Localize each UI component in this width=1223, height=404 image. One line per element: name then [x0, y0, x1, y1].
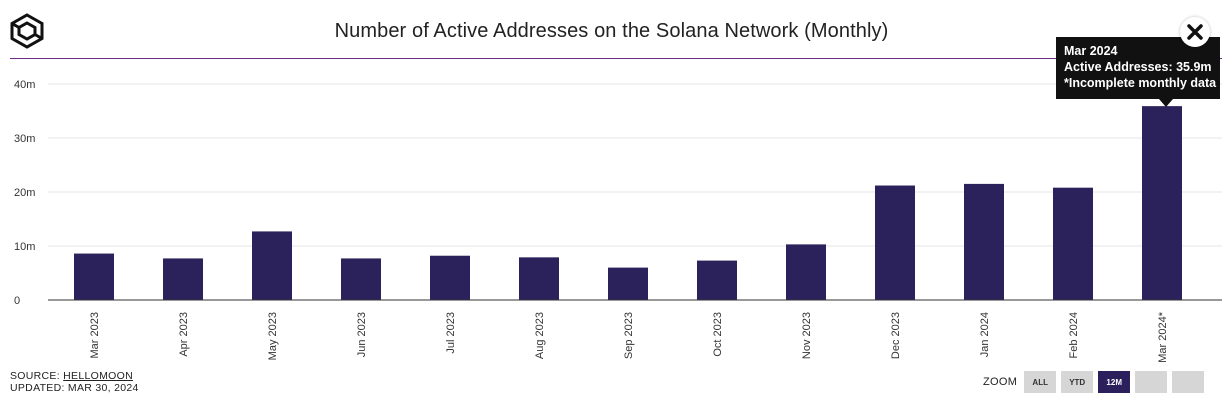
x-tick-label: Dec 2023 [890, 312, 902, 359]
y-tick-label: 0 [14, 295, 20, 307]
x-tick-label: Mar 2023 [89, 312, 101, 358]
bar[interactable] [697, 260, 737, 300]
zoom-all-button[interactable]: ALL [1024, 371, 1057, 393]
x-tick-label: Sep 2023 [623, 312, 635, 359]
tooltip-value: Active Addresses: 35.9m [1064, 60, 1212, 74]
y-tick-label: 40m [14, 79, 35, 91]
zoom-ytd-button[interactable]: YTD [1061, 371, 1094, 393]
x-tick-label: Jan 2024 [979, 312, 991, 357]
zoom-12m-button[interactable]: 12M [1098, 371, 1131, 393]
bar[interactable] [786, 244, 826, 300]
chart-title: Number of Active Addresses on the Solana… [334, 20, 889, 42]
brand-logo-icon [10, 13, 44, 49]
x-tick-label: Oct 2023 [712, 312, 724, 357]
bar[interactable] [252, 231, 292, 300]
x-tick-label: Aug 2023 [534, 312, 546, 359]
source-block: SOURCE: HELLOMOON UPDATED: MAR 30, 2024 [10, 370, 139, 394]
bar[interactable] [608, 267, 648, 300]
bar[interactable] [875, 185, 915, 300]
x-tick-label: Jun 2023 [356, 312, 368, 357]
x-tick-label: Mar 2024* [1157, 311, 1169, 362]
y-tick-label: 20m [14, 187, 35, 199]
bar[interactable] [519, 257, 559, 300]
close-icon [1187, 24, 1203, 40]
bar[interactable] [74, 253, 114, 300]
bar[interactable] [430, 255, 470, 300]
bar[interactable] [341, 258, 381, 300]
x-tick-label: Apr 2023 [178, 312, 190, 357]
tooltip-month: Mar 2024 [1064, 44, 1118, 58]
tooltip-note: *Incomplete monthly data [1064, 76, 1217, 90]
x-tick-label: Nov 2023 [801, 312, 813, 359]
zoom-controls: ZOOM ALL YTD 12M [983, 371, 1209, 393]
x-tick-label: May 2023 [267, 312, 279, 360]
bar[interactable] [1053, 187, 1093, 300]
zoom-label: ZOOM [983, 376, 1018, 388]
y-tick-label: 10m [14, 241, 35, 253]
bar[interactable] [1142, 106, 1182, 300]
zoom-extra-button-2[interactable] [1172, 371, 1205, 393]
source-link[interactable]: HELLOMOON [63, 370, 133, 382]
title-divider [10, 58, 1222, 59]
source-label: SOURCE: [10, 370, 60, 382]
zoom-extra-button-1[interactable] [1135, 371, 1168, 393]
updated-date: UPDATED: MAR 30, 2024 [10, 382, 139, 394]
y-tick-label: 30m [14, 133, 35, 145]
close-button[interactable] [1180, 17, 1210, 47]
bar[interactable] [163, 258, 203, 300]
chart-tooltip: Mar 2024 Active Addresses: 35.9m *Incomp… [1056, 37, 1220, 107]
x-tick-label: Feb 2024 [1068, 312, 1080, 358]
bar[interactable] [964, 183, 1004, 300]
x-tick-label: Jul 2023 [445, 312, 457, 354]
